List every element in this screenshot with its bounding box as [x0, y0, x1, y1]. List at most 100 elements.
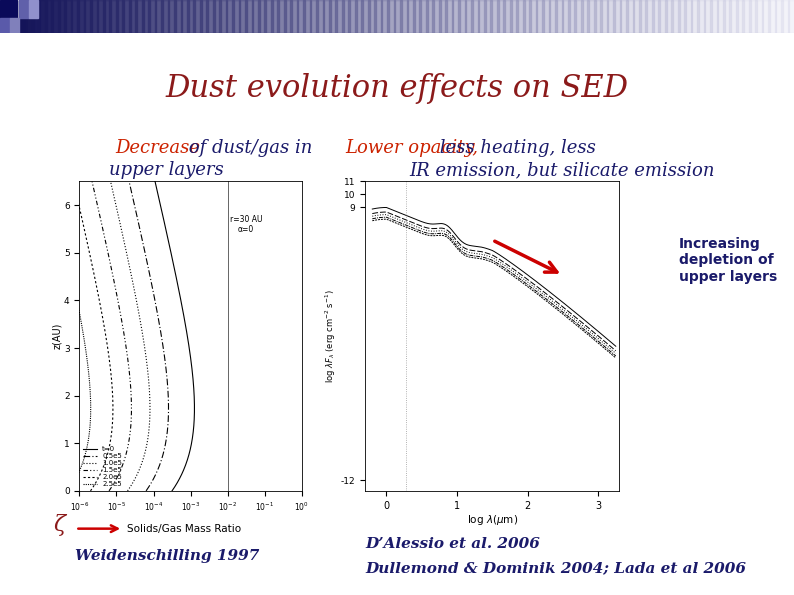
Bar [710, 0, 719, 33]
Bar [736, 0, 744, 33]
Bar [168, 0, 175, 33]
Bar [32, 0, 40, 33]
Bar [633, 0, 641, 33]
Bar [110, 0, 118, 33]
Bar [781, 0, 789, 33]
Text: ζ: ζ [53, 513, 66, 536]
Bar [252, 0, 260, 33]
Text: IR emission, but silicate emission: IR emission, but silicate emission [409, 161, 715, 180]
Bar [25, 0, 33, 33]
Bar [594, 0, 602, 33]
Bar [232, 0, 241, 33]
Bar [116, 0, 124, 33]
Bar [19, 0, 27, 33]
Bar [607, 0, 615, 33]
Text: Dullemond & Dominik 2004; Lada et al 2006: Dullemond & Dominik 2004; Lada et al 200… [365, 561, 746, 575]
Bar [368, 0, 376, 33]
Text: D’Alessio et al. 2006: D’Alessio et al. 2006 [365, 537, 540, 552]
Bar [194, 0, 202, 33]
Bar [684, 0, 692, 33]
Y-axis label: log $\lambda F_{\lambda}$ (erg cm$^{-2}$ s$^{-1}$): log $\lambda F_{\lambda}$ (erg cm$^{-2}$… [324, 289, 338, 383]
Bar [626, 0, 634, 33]
Bar [206, 0, 214, 33]
Text: upper layers: upper layers [110, 161, 224, 180]
Bar [239, 0, 247, 33]
Bar [600, 0, 608, 33]
Bar [148, 0, 156, 33]
Bar [225, 0, 234, 33]
Bar [691, 0, 699, 33]
Bar [516, 0, 525, 33]
Bar [742, 0, 750, 33]
Text: Increasing
depletion of
upper layers: Increasing depletion of upper layers [679, 237, 777, 284]
Bar [155, 0, 163, 33]
Bar [761, 0, 770, 33]
Bar [64, 0, 72, 33]
Bar [200, 0, 208, 33]
Bar [703, 0, 711, 33]
Bar [549, 0, 557, 33]
Bar [97, 0, 105, 33]
Bar [342, 0, 350, 33]
Bar [83, 0, 92, 33]
Bar [522, 0, 531, 33]
Bar [380, 0, 389, 33]
Bar [530, 0, 538, 33]
Bar [407, 0, 414, 33]
Bar [464, 0, 473, 33]
Bar [258, 0, 266, 33]
Bar [291, 0, 299, 33]
Bar [652, 0, 660, 33]
Legend: t=0, 0.5e5, 1.0e5, 1.5e5, 2.0e5, 2.5e5: t=0, 0.5e5, 1.0e5, 1.5e5, 2.0e5, 2.5e5 [83, 446, 122, 487]
Bar [316, 0, 324, 33]
Bar [788, 0, 794, 33]
Bar [310, 0, 318, 33]
Bar [730, 0, 738, 33]
Bar [52, 0, 60, 33]
Bar [484, 0, 492, 33]
Bar [336, 0, 344, 33]
Bar [503, 0, 511, 33]
Y-axis label: z(AU): z(AU) [52, 323, 63, 349]
Bar [374, 0, 383, 33]
Text: Decrease: Decrease [115, 139, 200, 157]
Bar [439, 0, 447, 33]
Bar [303, 0, 311, 33]
Bar [129, 0, 137, 33]
Bar [646, 0, 653, 33]
Bar [755, 0, 764, 33]
Bar [45, 0, 53, 33]
Text: less heating, less: less heating, less [434, 139, 596, 157]
Bar [619, 0, 628, 33]
Bar [477, 0, 486, 33]
Bar [574, 0, 583, 33]
Bar [413, 0, 421, 33]
Bar [122, 0, 130, 33]
Bar [400, 0, 408, 33]
Bar [103, 0, 111, 33]
Bar [394, 0, 402, 33]
Bar [90, 0, 98, 33]
Bar [283, 0, 292, 33]
Bar [458, 0, 466, 33]
Bar [665, 0, 673, 33]
Bar [58, 0, 66, 33]
Bar [77, 0, 86, 33]
Bar [297, 0, 305, 33]
Bar [161, 0, 169, 33]
Bar [180, 0, 189, 33]
Text: Weidenschilling 1997: Weidenschilling 1997 [75, 549, 259, 563]
Bar [271, 0, 279, 33]
Bar [445, 0, 453, 33]
Bar [0, 0, 17, 18]
Bar [419, 0, 428, 33]
Text: Dust evolution effects on SED: Dust evolution effects on SED [165, 73, 629, 105]
Bar [639, 0, 647, 33]
Bar [613, 0, 622, 33]
Bar [497, 0, 505, 33]
Bar [142, 0, 150, 33]
Bar [245, 0, 253, 33]
Bar [581, 0, 589, 33]
X-axis label: log $\lambda$($\mu$m): log $\lambda$($\mu$m) [467, 513, 518, 527]
Bar [322, 0, 331, 33]
